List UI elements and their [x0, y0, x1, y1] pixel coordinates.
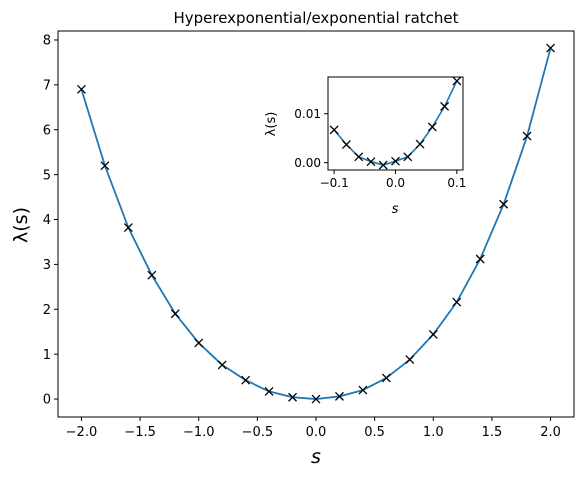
- main-data-marker: [546, 43, 556, 53]
- main-y-tick-label: 2: [43, 303, 51, 318]
- main-y-axis-label: λ(s): [10, 207, 32, 243]
- inset-y-axis-label: λ(s): [264, 112, 279, 137]
- inset-data-marker: [403, 152, 413, 162]
- main-data-marker: [334, 391, 344, 401]
- inset-data-marker: [378, 160, 388, 170]
- inset-y-tick-label: 0.00: [294, 156, 321, 170]
- inset-data-marker: [391, 156, 400, 166]
- main-data-marker: [100, 161, 110, 171]
- main-data-marker: [147, 270, 157, 280]
- main-data-marker: [76, 84, 86, 94]
- main-x-tick-label: 2.0: [540, 425, 561, 440]
- main-y-tick-label: 6: [43, 123, 51, 138]
- inset-data-marker: [415, 139, 425, 149]
- main-y-tick-label: 5: [43, 168, 51, 183]
- main-x-tick-label: −2.0: [66, 425, 98, 440]
- inset-data-marker: [329, 125, 339, 135]
- main-data-marker: [123, 223, 133, 233]
- inset-x-tick-label: 0.0: [386, 176, 405, 190]
- main-x-axis-label: s: [311, 446, 321, 468]
- inset-y-tick-label: 0.01: [294, 107, 321, 121]
- main-data-marker: [311, 394, 321, 404]
- inset-data-marker: [427, 122, 437, 132]
- main-data-marker: [241, 375, 251, 385]
- main-data-marker: [170, 309, 180, 319]
- main-y-tick-label: 4: [43, 213, 51, 228]
- main-x-tick-label: 1.0: [423, 425, 444, 440]
- main-y-tick-label: 1: [43, 348, 51, 363]
- inset-plot-area: −0.1 0.0 0.1 0.00 0.01: [294, 76, 466, 190]
- main-data-marker: [194, 338, 204, 348]
- main-x-tick-label: 0.5: [364, 425, 385, 440]
- inset-data-marker: [354, 152, 364, 162]
- main-data-marker: [522, 131, 532, 141]
- main-y-tick-label: 8: [43, 34, 51, 49]
- main-x-tick-label: 0.0: [306, 425, 327, 440]
- main-data-marker: [217, 360, 227, 370]
- main-data-marker: [499, 199, 509, 209]
- main-y-tick-label: 3: [43, 258, 51, 273]
- main-y-tick-label: 0: [43, 393, 51, 408]
- main-data-marker: [381, 373, 391, 383]
- inset-x-tick-label: 0.1: [447, 176, 466, 190]
- inset-data-marker: [440, 101, 450, 111]
- inset-x-axis-label: s: [392, 202, 399, 217]
- main-x-tick-label: −1.5: [124, 425, 156, 440]
- inset-x-tick-label: −0.1: [320, 176, 349, 190]
- inset-data-marker: [341, 140, 351, 150]
- main-data-marker: [288, 392, 298, 402]
- main-x-tick-label: −1.0: [183, 425, 215, 440]
- main-x-tick-label: −0.5: [242, 425, 274, 440]
- main-data-marker: [475, 254, 485, 264]
- main-plot-area: −2.0 −1.5 −1.0 −0.5 0.0 0.5 1.0 1.5 2.0 0 1 2 3 4 5 6 7 8: [43, 30, 575, 440]
- main-data-marker: [405, 355, 415, 365]
- main-chart-title: Hyperexponential/exponential ratchet: [173, 9, 458, 27]
- inset-data-marker: [452, 76, 462, 86]
- main-y-tick-label: 7: [43, 79, 51, 94]
- inset-data-marker: [366, 157, 376, 167]
- main-data-marker: [358, 385, 368, 395]
- main-data-marker: [428, 329, 438, 339]
- main-x-tick-label: 1.5: [482, 425, 503, 440]
- main-data-marker: [452, 297, 462, 307]
- main-data-marker: [264, 386, 274, 396]
